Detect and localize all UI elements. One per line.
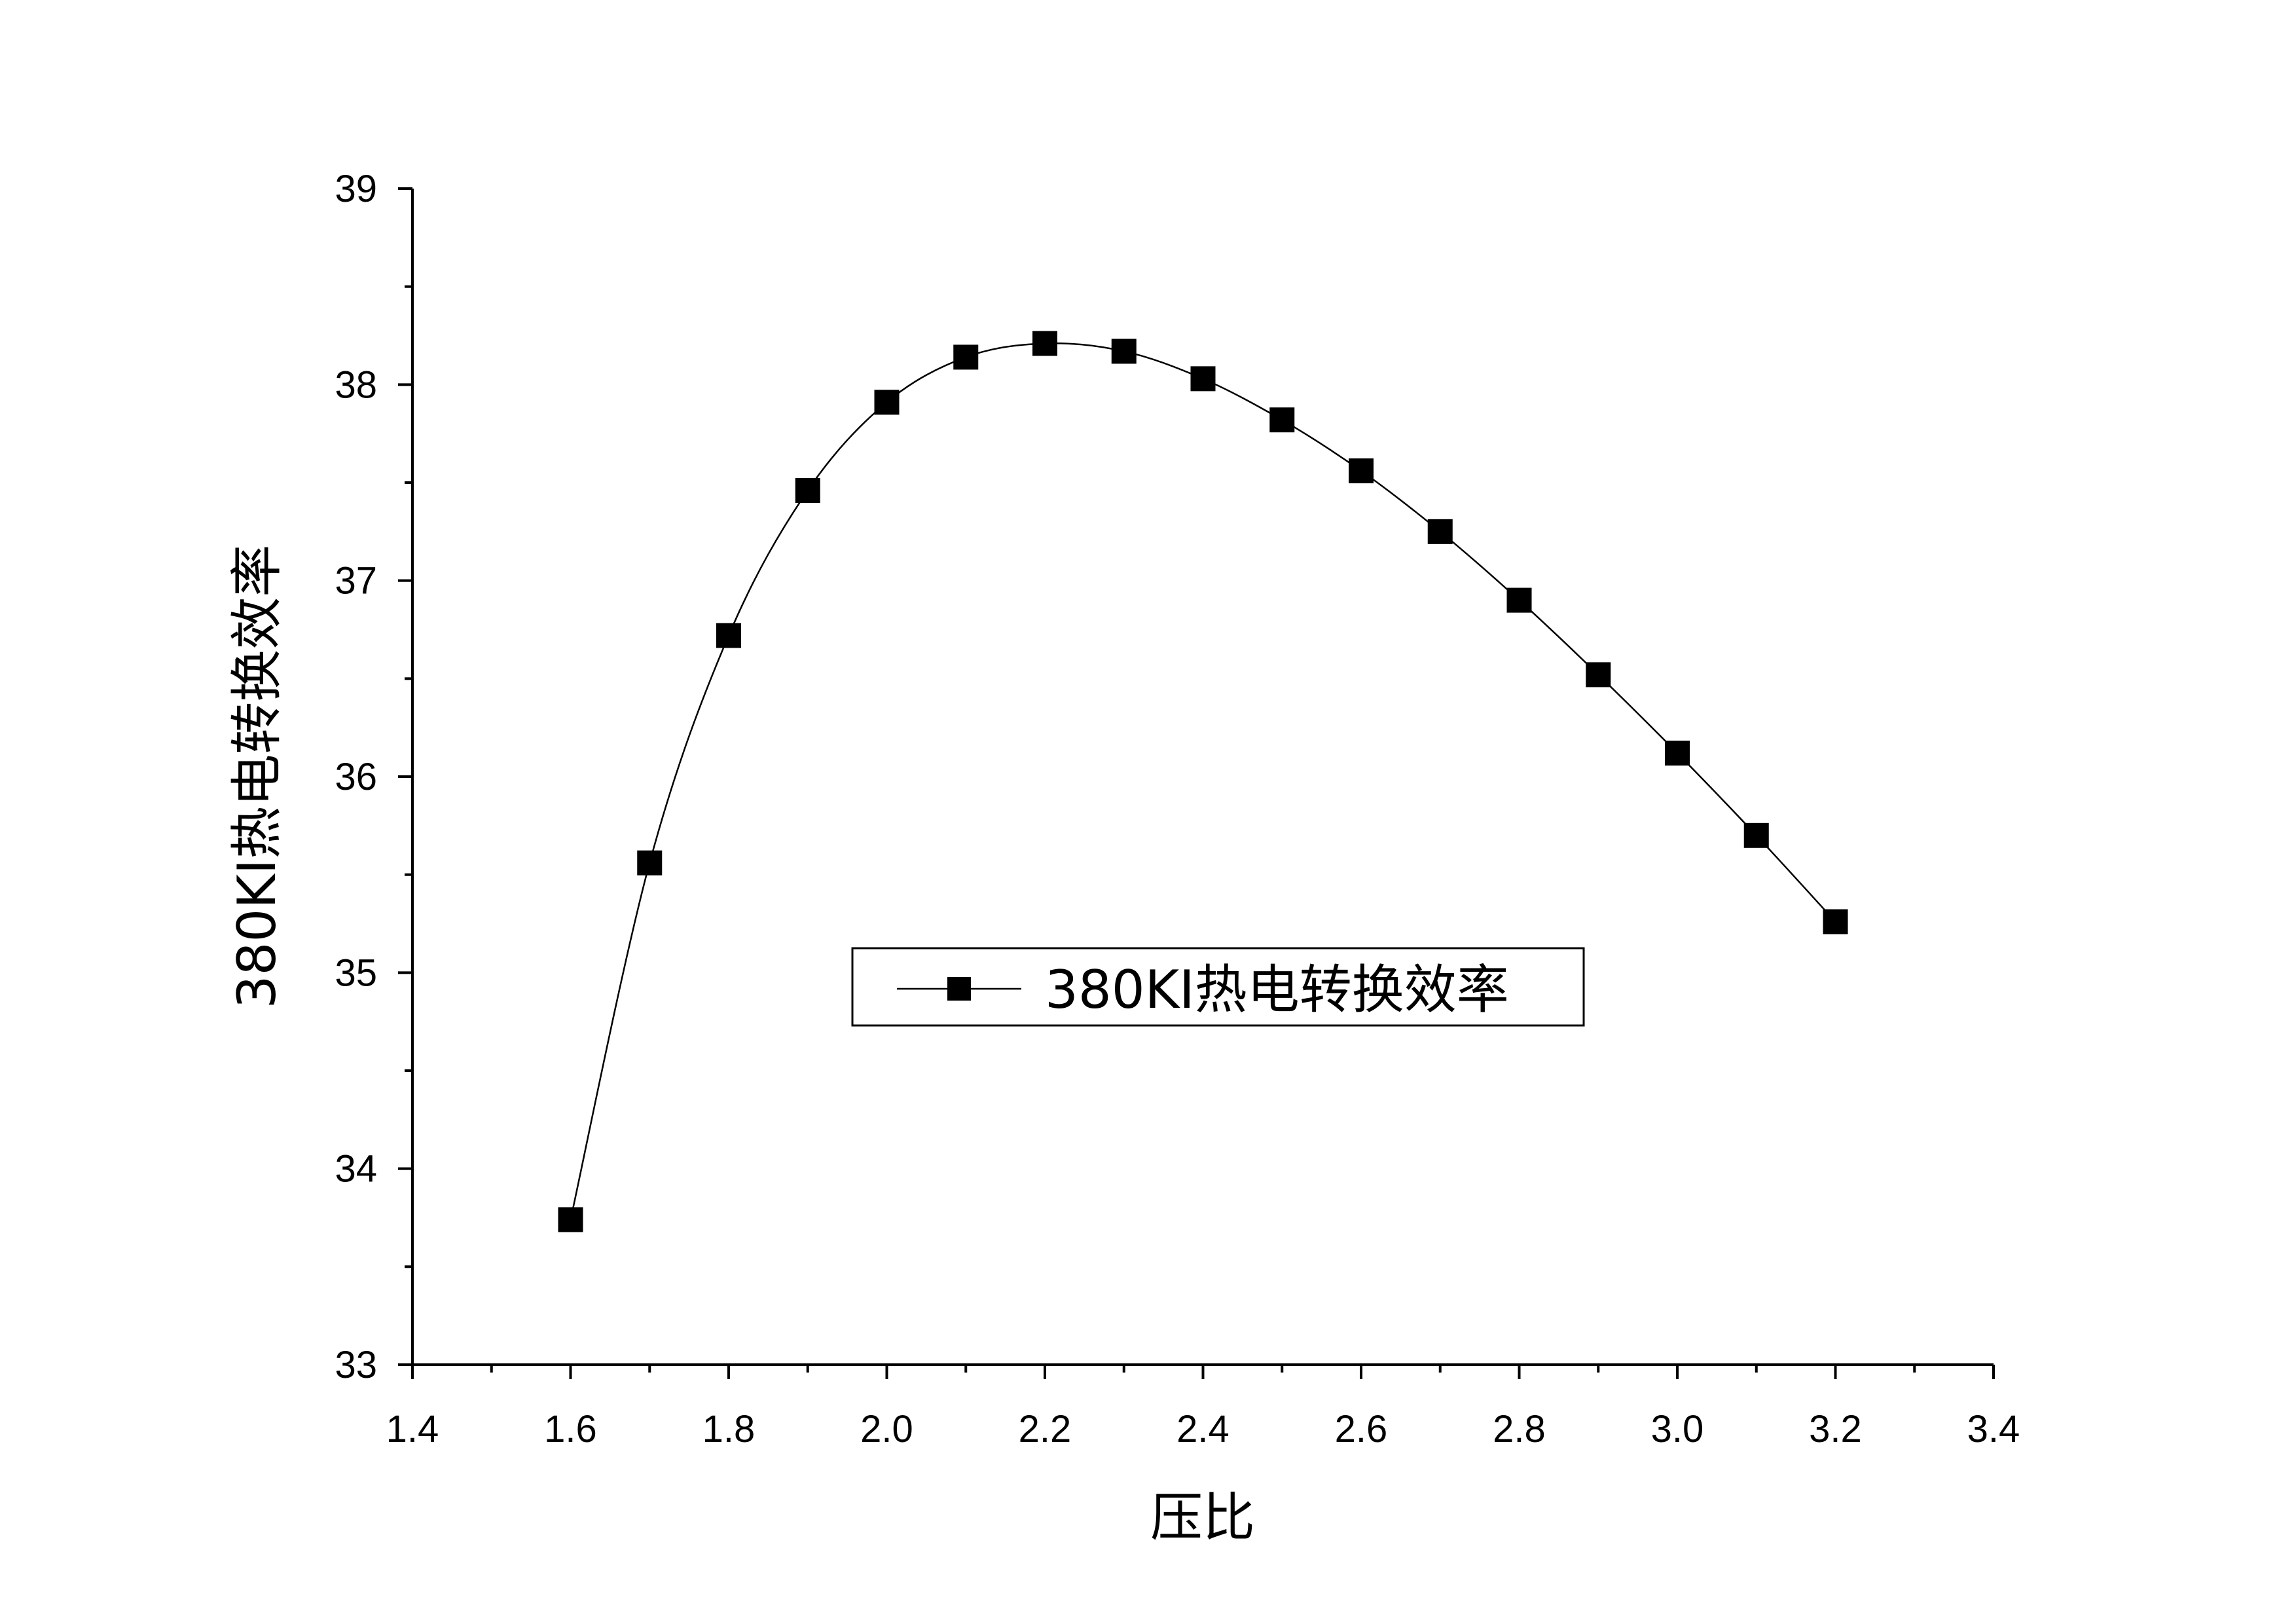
series-line: [570, 342, 1836, 1220]
data-point: [1665, 741, 1690, 766]
y-ticks: [398, 187, 412, 1366]
data-point: [637, 850, 663, 876]
data-point: [953, 344, 979, 370]
x-tick-labels: 1.4 1.6 1.8 2.0 2.2 2.4 2.6 2.8 3.0 3.2 3.4: [386, 1408, 2020, 1450]
legend-box: [851, 947, 1585, 1027]
data-point: [1506, 587, 1532, 613]
data-point: [1190, 366, 1216, 392]
x-tick-label: 2.8: [1493, 1408, 1546, 1450]
y-tick-label: 39: [335, 168, 377, 210]
y-tick-label: 35: [335, 951, 377, 994]
data-point: [716, 623, 741, 648]
y-axis-title: 380KI热电转换效率: [227, 545, 287, 1009]
series: [558, 331, 1848, 1232]
data-point: [1427, 519, 1453, 544]
data-point: [1586, 662, 1611, 688]
y-tick-label: 38: [335, 363, 377, 406]
x-axis-title: 压比: [1150, 1487, 1255, 1548]
x-tick-label: 2.2: [1019, 1408, 1072, 1450]
y-tick-label: 37: [335, 560, 377, 602]
data-point: [1032, 331, 1057, 356]
x-tick-label: 2.6: [1335, 1408, 1388, 1450]
x-ticks: [411, 1365, 1995, 1379]
data-point: [1743, 822, 1769, 848]
data-point: [795, 477, 820, 503]
y-tick-label: 33: [335, 1344, 377, 1386]
data-point: [558, 1207, 583, 1232]
x-tick-label: 1.6: [544, 1408, 597, 1450]
x-tick-label: 1.8: [702, 1408, 756, 1450]
y-tick-labels: 33 34 35 36 37 38 39: [335, 168, 377, 1386]
data-point: [874, 390, 900, 415]
data-point: [1823, 909, 1848, 934]
data-point: [1349, 458, 1374, 484]
axes: [411, 189, 1994, 1366]
x-tick-label: 2.4: [1176, 1408, 1230, 1450]
x-tick-label: 3.0: [1651, 1408, 1704, 1450]
legend-label: 380KI热电转换效率: [1045, 959, 1509, 1020]
data-point: [1269, 407, 1295, 433]
legend-marker: [947, 977, 971, 1001]
y-tick-label: 36: [335, 756, 377, 798]
x-tick-label: 3.4: [1967, 1408, 2020, 1450]
x-tick-label: 2.0: [860, 1408, 913, 1450]
legend: 380KI热电转换效率: [851, 947, 1585, 1027]
data-point: [1111, 339, 1137, 364]
x-tick-label: 1.4: [386, 1408, 439, 1450]
y-tick-label: 34: [335, 1148, 377, 1190]
x-tick-label: 3.2: [1809, 1408, 1862, 1450]
